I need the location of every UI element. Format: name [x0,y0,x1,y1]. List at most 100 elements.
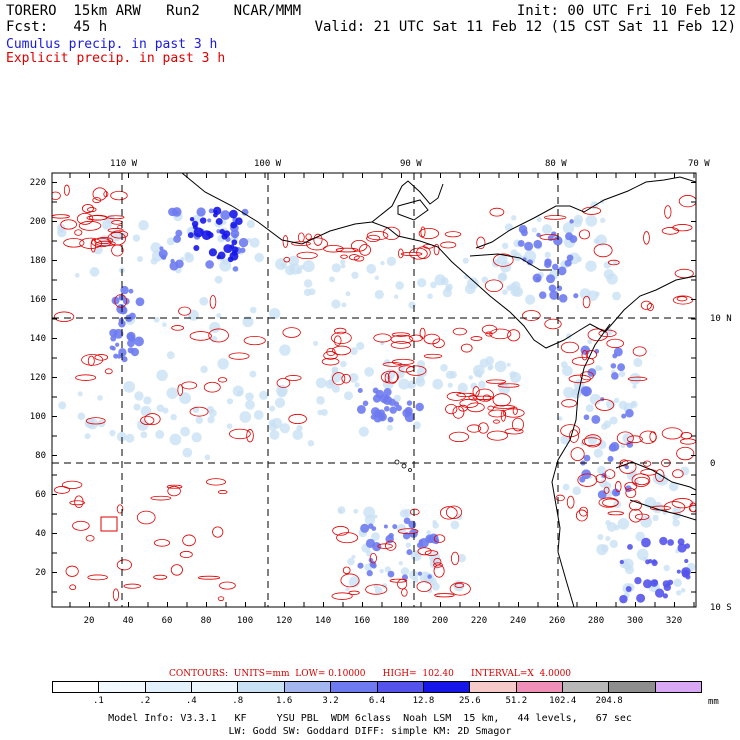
precip-cell [395,281,404,290]
precip-cell [207,218,212,223]
precip-contour [65,565,79,577]
precip-cell [417,278,427,288]
precip-cell [672,514,678,521]
precip-cell [478,380,486,389]
precip-cell [562,483,570,491]
precip-cell [315,377,327,389]
precip-contour [595,399,615,411]
precip-contour [140,415,155,425]
precip-cell [169,433,182,446]
precip-colorbar [52,681,702,693]
precip-cell [641,537,651,548]
precip-contour [472,395,494,400]
precip-cell [330,371,342,383]
precip-contour [432,338,445,349]
precip-cell [619,559,624,565]
precip-contour [85,417,106,425]
precip-cell [408,301,416,309]
colorbar-swatch [331,682,378,692]
precip-cell [673,578,682,588]
precip-cell [498,383,511,395]
x-tick-label: 260 [549,616,565,626]
precip-contour [439,506,458,520]
precip-cell [380,260,385,266]
precip-cell [125,433,135,443]
x-tick-label: 200 [432,616,448,626]
precip-contour [423,353,443,359]
precip-cell [217,251,226,260]
precip-contour [340,573,360,588]
axis-ticks [52,173,696,607]
precip-contour [350,240,368,252]
precip-contour [433,562,443,568]
precip-contour [493,404,516,409]
precip-cell [193,244,200,252]
precip-contour [390,341,411,349]
precip-contour [114,294,128,308]
precip-contour [561,399,577,408]
precip-cell [611,372,619,380]
colorbar-label: .1 [93,696,104,706]
precip-contour [445,505,463,519]
precip-cell [497,254,508,265]
precip-cell [398,561,403,566]
precip-cell [680,588,686,593]
precip-cell [208,208,214,214]
precip-cell [299,264,305,270]
precip-contour [389,578,408,583]
precip-cell [552,263,559,271]
colorbar-swatch [516,682,563,692]
precip-contour [397,528,419,535]
precip-cell [229,244,235,249]
precip-contour [460,343,473,353]
precip-cell [548,284,557,292]
precip-cell [417,571,423,576]
precip-contour [661,427,683,440]
precip-cell [135,297,145,307]
x-tick-label: 40 [123,616,134,626]
precip-cell [351,554,356,560]
precip-contour [643,460,652,467]
precip-contour [366,230,389,241]
x-tick-label: 280 [588,616,604,626]
precip-contour [493,253,514,267]
precip-contour [170,564,183,576]
colorbar-label: 1.6 [276,696,293,706]
precip-contour [243,335,266,346]
precip-cell [118,348,127,357]
colorbar-label: 102.4 [549,696,577,706]
precip-contour [74,229,83,236]
precip-contour [616,431,634,445]
precip-contour [689,502,696,513]
precip-cell [113,353,119,359]
precip-cell [302,260,315,273]
precip-contour [672,224,693,232]
precip-cell [343,391,353,401]
precip-contour [580,371,594,381]
precip-contour [433,534,446,543]
precip-contour [632,346,647,357]
precip-cell [220,210,231,221]
precip-cell [77,391,83,397]
precip-contour [229,428,251,440]
precip-cell [379,414,386,421]
precip-cell [524,241,534,251]
precip-cell [625,408,634,418]
precip-contour [217,596,225,601]
precip-cell [134,391,144,401]
precip-cell [630,400,638,408]
precip-contour [417,547,432,556]
precip-contour [512,406,518,415]
precip-cell [419,571,431,583]
precip-cell [464,283,476,295]
precip-contour [110,190,128,201]
precip-cell [386,256,397,266]
precip-cell [518,224,528,234]
precip-cell [212,212,218,218]
y-tick-label: 40 [35,529,46,539]
precip-contour [179,550,193,559]
x-tick-label: 220 [471,616,487,626]
precip-cell [214,275,223,284]
precip-cell [115,342,120,347]
precip-cell [386,424,393,431]
